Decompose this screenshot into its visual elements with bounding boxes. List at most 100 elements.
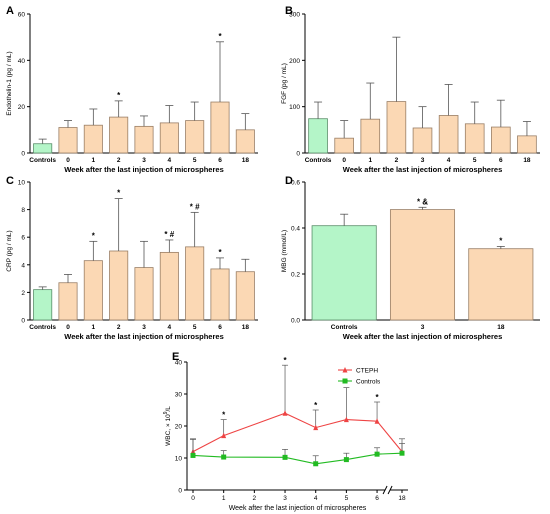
significance-mark: * xyxy=(92,231,96,240)
y-tick-label: 0 xyxy=(296,151,300,158)
x-axis-title: Week after the last injection of microsp… xyxy=(343,165,503,174)
x-tick-label: 18 xyxy=(523,157,531,164)
bar-18 xyxy=(235,271,255,321)
data-point xyxy=(313,461,319,467)
x-tick-label: 3 xyxy=(142,324,146,331)
bar-1 xyxy=(83,124,103,154)
x-tick-label: 0 xyxy=(66,324,70,331)
series-line xyxy=(376,420,403,452)
legend-label: Controls xyxy=(356,379,381,386)
x-tick-label: Controls xyxy=(331,324,358,331)
panel-C: C 0 2 4 6 8 10 CRP (pg / mL) Controls 0 * 1 * 2 3 * # 4 *… xyxy=(6,175,258,341)
x-tick-label: 18 xyxy=(242,324,250,331)
bar-5 xyxy=(464,123,485,154)
bar-controls xyxy=(33,289,53,321)
bar-controls xyxy=(33,143,53,154)
x-tick-label: 3 xyxy=(421,157,425,164)
y-tick-label: 10 xyxy=(175,456,183,463)
y-axis-label-tail: /L xyxy=(165,406,172,412)
legend-marker xyxy=(342,378,348,384)
significance-mark: * xyxy=(218,248,222,257)
y-tick-label: 8 xyxy=(21,207,25,214)
x-tick-label: 6 xyxy=(218,157,222,164)
x-tick-label: 4 xyxy=(168,324,172,331)
y-tick-label: 4 xyxy=(21,262,25,269)
y-axis-label-sup: 9 xyxy=(163,411,169,414)
bar-2 xyxy=(109,250,129,321)
x-tick-label: 2 xyxy=(253,495,257,502)
bar-18 xyxy=(517,135,537,154)
x-tick-label: 6 xyxy=(375,495,379,502)
significance-mark: * xyxy=(499,236,503,245)
y-tick-label: 40 xyxy=(18,58,26,65)
x-tick-label: 1 xyxy=(92,324,96,331)
x-tick-label: 5 xyxy=(193,324,197,331)
y-tick-label: 0.4 xyxy=(291,226,300,233)
panel-D: D 0.0 0.2 0.4 0.6 MBG (mmol/L) Controls * & 3 * 18… xyxy=(281,175,540,341)
y-tick-label: 60 xyxy=(18,12,26,19)
data-point xyxy=(190,452,196,458)
x-tick-label: 0 xyxy=(342,157,346,164)
bar-4 xyxy=(159,122,179,154)
y-tick-label: 200 xyxy=(289,58,300,65)
data-point xyxy=(282,454,288,460)
bar-controls xyxy=(311,225,377,321)
y-axis-label: FGF (pg / mL) xyxy=(281,63,288,104)
bar-0 xyxy=(58,127,78,154)
x-axis-title: Week after the last injection of microsp… xyxy=(64,165,224,174)
bar-3 xyxy=(134,125,154,154)
data-point xyxy=(221,454,227,460)
panel-B: B 0 100 200 300 FGF (pg / mL) Controls 0 1 2 3 4 5 6 1… xyxy=(281,5,540,174)
bar-18 xyxy=(235,129,255,154)
data-point xyxy=(374,451,380,457)
data-point xyxy=(221,432,227,439)
axis-break xyxy=(387,485,393,495)
x-tick-label: 0 xyxy=(66,157,70,164)
series-line xyxy=(377,452,403,455)
panel-label: D xyxy=(285,175,293,187)
x-tick-label: 5 xyxy=(345,495,349,502)
x-tick-label: 6 xyxy=(499,157,503,164)
bar-6 xyxy=(491,126,511,154)
panel-A: A 0 20 40 60 Endothelin-1 (pg / mL) Controls 0 1… xyxy=(6,5,258,174)
y-axis-label: MBG (mmol/L) xyxy=(281,230,288,272)
axis-break xyxy=(382,485,388,495)
bar-0 xyxy=(58,282,78,321)
bar-3 xyxy=(134,267,154,321)
significance-mark: * xyxy=(375,393,379,402)
x-tick-label: 1 xyxy=(368,157,372,164)
y-tick-label: 20 xyxy=(175,424,183,431)
bar-1 xyxy=(360,118,381,154)
x-axis-title: Week after the last injection of microsp… xyxy=(64,332,224,341)
x-tick-label: 2 xyxy=(117,324,121,331)
data-point xyxy=(343,457,349,463)
x-tick-label: Controls xyxy=(29,324,56,331)
y-tick-label: 0 xyxy=(21,151,25,158)
bar-4 xyxy=(438,115,459,154)
x-tick-label: 2 xyxy=(395,157,399,164)
series-line xyxy=(192,412,378,453)
y-tick-label: 0.0 xyxy=(291,318,300,325)
significance-mark: * xyxy=(222,411,226,420)
y-tick-label: 30 xyxy=(175,392,183,399)
bar-3 xyxy=(412,127,433,154)
bar-6 xyxy=(210,101,230,154)
significance-mark: * xyxy=(314,401,318,410)
data-point xyxy=(343,416,349,423)
y-axis-label: CRP (pg / mL) xyxy=(6,230,13,271)
significance-mark: * xyxy=(283,356,287,365)
x-tick-label: 1 xyxy=(222,495,226,502)
y-tick-label: 100 xyxy=(289,104,300,111)
x-tick-label: 18 xyxy=(398,495,406,502)
y-tick-label: 10 xyxy=(18,180,26,187)
x-tick-label: 1 xyxy=(92,157,96,164)
x-tick-label: 4 xyxy=(447,157,451,164)
x-tick-label: 4 xyxy=(314,495,318,502)
y-axis-label: Endothelin-1 (pg / mL) xyxy=(6,51,13,115)
y-tick-label: 300 xyxy=(289,12,300,19)
bar-2 xyxy=(109,116,129,154)
bar-5 xyxy=(185,120,205,154)
bar-3 xyxy=(389,209,456,321)
